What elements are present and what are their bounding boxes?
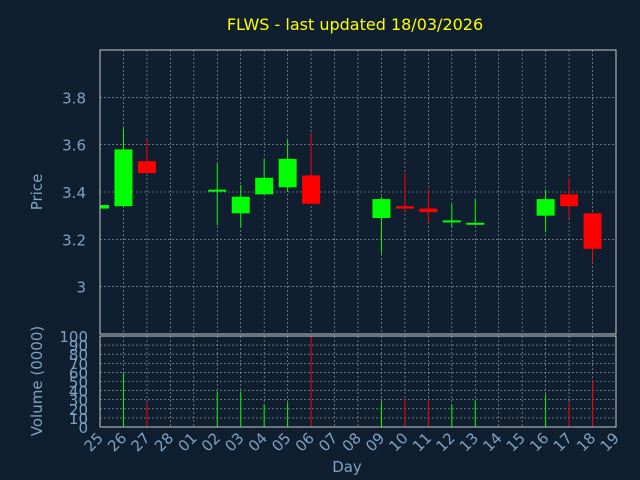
candle-body bbox=[278, 158, 297, 188]
price-tick-label: 3.8 bbox=[62, 89, 86, 107]
volume-axis-label: Volume (0000) bbox=[28, 326, 46, 436]
volume-tick-label: 90 bbox=[69, 337, 88, 355]
candle-body bbox=[536, 199, 555, 216]
volume-tick-label: 50 bbox=[69, 374, 88, 392]
price-tick-label: 3 bbox=[76, 279, 86, 297]
volume-tick-label: 100 bbox=[59, 328, 88, 346]
volume-tick-label: 0 bbox=[78, 419, 88, 437]
candle-body bbox=[302, 175, 321, 204]
volume-bars bbox=[122, 336, 594, 427]
chart-title: FLWS - last updated 18/03/2026 bbox=[227, 15, 483, 34]
y-axis-label: Price bbox=[28, 174, 46, 211]
candle-body bbox=[255, 177, 274, 195]
volume-tick-label: 70 bbox=[69, 355, 88, 373]
volume-tick-label: 80 bbox=[69, 346, 88, 364]
price-tick-label: 3.4 bbox=[62, 184, 86, 202]
candle-body bbox=[100, 205, 109, 209]
price-tick-labels: 3 3.2 3.4 3.6 3.8 bbox=[62, 89, 86, 296]
candle-body bbox=[466, 222, 485, 225]
candle-body bbox=[208, 189, 227, 192]
volume-tick-label: 10 bbox=[69, 410, 88, 428]
candle-body bbox=[442, 220, 461, 223]
candle-body bbox=[137, 161, 156, 174]
candle-body bbox=[583, 213, 602, 249]
candle-body bbox=[372, 199, 391, 219]
day-tick-labels: 2526272801020304050607080910111213141516… bbox=[81, 429, 623, 455]
price-tick-label: 3.2 bbox=[62, 231, 86, 249]
candle-body bbox=[114, 149, 133, 207]
price-panel-frame bbox=[99, 49, 617, 335]
volume-tick-label: 40 bbox=[69, 383, 88, 401]
candle-body bbox=[560, 194, 579, 207]
volume-panel-frame bbox=[99, 335, 617, 428]
candle-body bbox=[231, 196, 250, 214]
volume-tick-label: 30 bbox=[69, 392, 88, 410]
volume-tick-label: 60 bbox=[69, 364, 88, 382]
plot-frames bbox=[99, 49, 617, 428]
candles bbox=[99, 128, 602, 263]
candle-body bbox=[395, 206, 414, 209]
candle-body bbox=[419, 208, 438, 213]
x-axis-label: Day bbox=[332, 458, 362, 476]
volume-tick-label: 20 bbox=[69, 401, 88, 419]
price-tick-label: 3.6 bbox=[62, 137, 86, 155]
